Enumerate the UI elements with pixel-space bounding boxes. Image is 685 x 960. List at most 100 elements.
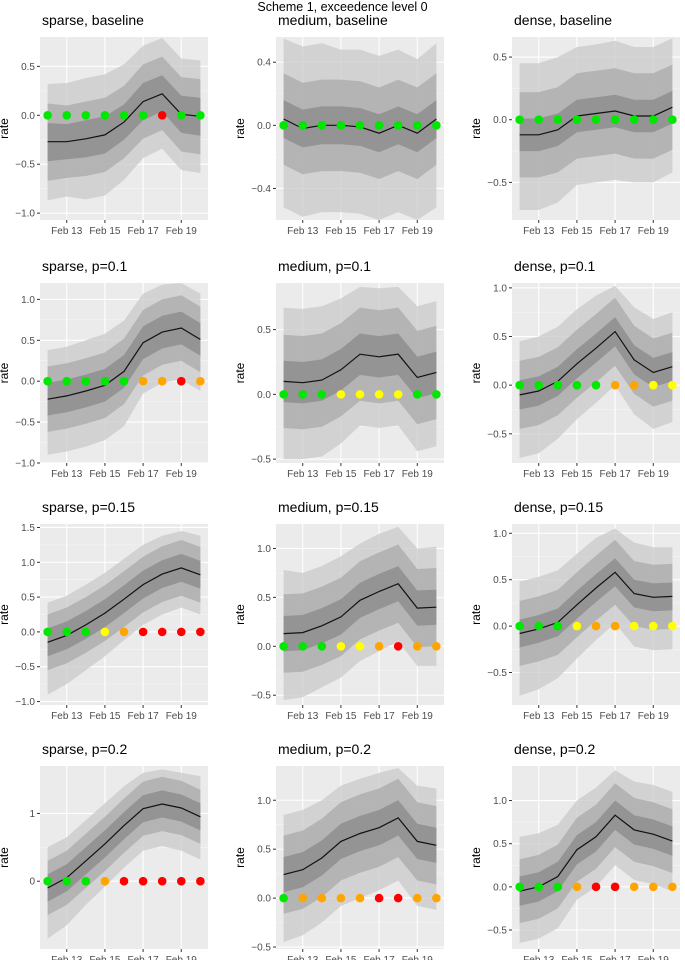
- panel-8-status-point-orange: [412, 641, 422, 651]
- panel-5-ytick-label: −0.5: [251, 455, 271, 466]
- panel-9-ytick-label: −0.5: [487, 668, 507, 679]
- panel-7-status-point-red: [138, 627, 148, 637]
- panel-12-title: dense, p=0.2: [514, 741, 596, 757]
- panel-8-xtick-label: Feb 13: [287, 711, 319, 722]
- panel-8-ytick-label: −0.5: [251, 691, 271, 702]
- panel-1-status-point-green: [43, 110, 52, 120]
- panel-8-ytick-label: 0.0: [257, 642, 271, 653]
- panel-12-status-point-green: [534, 882, 544, 892]
- panel-1-ytick-label: 0.5: [21, 62, 35, 73]
- panel-6-xtick-label: Feb 19: [638, 469, 670, 480]
- panel-8-ytick-label: 1.0: [257, 544, 271, 555]
- panel-9-status-point-orange: [591, 621, 601, 631]
- panel-4-xtick-label: Feb 13: [51, 469, 83, 480]
- panel-6-ytick-label: 0.0: [493, 381, 507, 392]
- panel-6-status-point-green: [572, 380, 582, 390]
- panel-1-title: sparse, baseline: [42, 12, 144, 28]
- panel-12-ytick-label: −0.5: [487, 926, 507, 937]
- panel-9-ytick-label: 1.0: [493, 529, 507, 540]
- panel-1-status-point-green: [138, 110, 148, 120]
- panel-12-status-point-red: [591, 882, 601, 892]
- panel-10-xtick-label: Feb 19: [166, 955, 198, 960]
- panel-4-status-point-green: [81, 376, 91, 386]
- panel-2-status-point-green: [298, 121, 308, 130]
- panel-8-ytick-label: 0.5: [257, 593, 271, 604]
- panel-11-title: medium, p=0.2: [278, 741, 371, 757]
- panel-10-status-point-green: [62, 876, 72, 886]
- panel-11-status-point-orange: [317, 893, 327, 903]
- panel-11-xtick-label: Feb 13: [287, 955, 319, 960]
- panel-11-ytick-label: 0.0: [257, 894, 271, 905]
- panel-9-xtick-label: Feb 15: [561, 711, 593, 722]
- panel-12-xtick-label: Feb 15: [561, 955, 593, 960]
- panel-5-status-point-green: [279, 390, 288, 399]
- panel-7-status-point-red: [196, 627, 205, 637]
- panel-2-title: medium, baseline: [278, 12, 388, 28]
- panel-7-xtick-label: Feb 15: [89, 711, 121, 722]
- panel-11-status-point-orange: [432, 893, 441, 903]
- panel-11: medium, p=0.2 rate −0.5 0.0 0.5 1.0 Feb 13 Feb …: [233, 741, 444, 960]
- panel-9-xtick-label: Feb 13: [523, 711, 555, 722]
- panel-10-median-line: [47, 803, 201, 889]
- panel-5-ylabel: rate: [233, 362, 247, 383]
- panel-9-status-point-yellow: [572, 621, 582, 631]
- panel-4-ytick-label: −0.5: [15, 418, 35, 429]
- panel-10-status-point-red: [138, 876, 148, 886]
- panel-5-band-inner: [283, 333, 437, 404]
- panel-6-status-point-green: [534, 380, 544, 390]
- panel-4-status-point-green: [43, 376, 52, 386]
- panel-3-status-point-green: [553, 115, 563, 125]
- panel-6-status-point-yellow: [648, 380, 658, 390]
- panel-1: sparse, baseline rate −1.0 −0.5 0.0 0.5 Feb 13…: [0, 12, 208, 237]
- panel-12: dense, p=0.2 rate −0.5 0.0 0.5 1.0 Feb 13 Feb 1…: [469, 741, 680, 960]
- panel-9-title: dense, p=0.15: [514, 499, 603, 515]
- panel-4-status-point-green: [119, 376, 129, 386]
- panel-2-status-point-green: [393, 121, 403, 130]
- panel-9-ylabel: rate: [469, 604, 483, 625]
- panel-11-status-point-orange: [336, 893, 346, 903]
- panel-10-status-point-red: [119, 876, 129, 886]
- panel-3-status-point-green: [534, 115, 544, 125]
- panel-2-xtick-label: Feb 15: [325, 226, 357, 237]
- panel-3-ytick-label: −0.5: [487, 178, 507, 189]
- panel-7-ytick-label: 1.0: [21, 558, 35, 569]
- panel-6: dense, p=0.1 rate −0.5 0.0 0.5 1.0 Feb 13 Feb 1…: [469, 258, 680, 480]
- panel-11-status-point-orange: [412, 893, 422, 903]
- panel-1-ytick-label: −1.0: [15, 209, 35, 220]
- panel-4-status-point-orange: [196, 376, 205, 386]
- panel-5-status-point-yellow: [374, 390, 384, 399]
- panel-2-xtick-label: Feb 13: [287, 226, 319, 237]
- panel-9-xtick-label: Feb 17: [600, 711, 632, 722]
- panel-4-ytick-label: 1.0: [21, 295, 35, 306]
- panel-5-status-point-green: [298, 390, 308, 399]
- panel-1-xtick-label: Feb 15: [89, 226, 121, 237]
- panel-5-status-point-green: [412, 390, 422, 399]
- panel-10-status-point-red: [176, 876, 186, 886]
- panel-9: dense, p=0.15 rate −0.5 0.0 0.5 1.0 Feb 13 Feb …: [469, 499, 680, 722]
- panel-9-status-point-green: [534, 621, 544, 631]
- panel-4-median-line: [47, 327, 201, 400]
- panel-8-title: medium, p=0.15: [278, 499, 379, 515]
- panel-10-status-point-orange: [100, 876, 110, 886]
- panel-8-band-inner: [283, 566, 437, 652]
- panel-4-status-point-orange: [157, 376, 167, 386]
- panel-1-status-point-green: [100, 110, 110, 120]
- panel-3-xtick-label: Feb 15: [561, 226, 593, 237]
- panel-4-ytick-label: 0.5: [21, 336, 35, 347]
- panel-6-ytick-label: 0.5: [493, 332, 507, 343]
- panel-10-title: sparse, p=0.2: [42, 741, 127, 757]
- panel-10-ylabel: rate: [0, 847, 11, 868]
- panel-3-status-point-green: [668, 115, 677, 125]
- panel-2: medium, baseline rate −0.4 0.0 0.4 Feb 13 Feb …: [233, 12, 444, 237]
- panel-2-status-point-green: [374, 121, 384, 130]
- panel-7-xtick-label: Feb 19: [166, 711, 198, 722]
- panel-5-ytick-label: 0.0: [257, 390, 271, 401]
- panel-4-xtick-label: Feb 15: [89, 469, 121, 480]
- panel-5-xtick-label: Feb 15: [325, 469, 357, 480]
- panel-9-status-point-yellow: [629, 621, 639, 631]
- panel-10-xtick-label: Feb 17: [128, 955, 160, 960]
- panel-9-ytick-label: 0.5: [493, 575, 507, 586]
- panel-5-status-point-green: [432, 390, 441, 399]
- panel-7-status-point-green: [62, 627, 72, 637]
- panel-1-status-point-red: [157, 110, 167, 120]
